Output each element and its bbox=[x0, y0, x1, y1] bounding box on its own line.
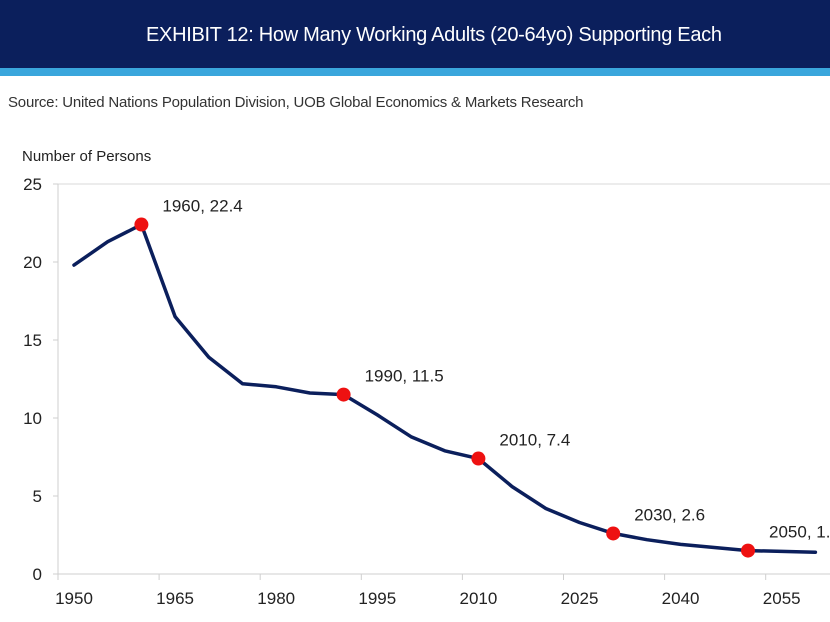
x-tick-label: 1995 bbox=[358, 589, 396, 608]
y-tick-label: 0 bbox=[33, 565, 42, 584]
point-annotation: 2030, 2.6 bbox=[634, 505, 705, 524]
source-note: Source: United Nations Population Divisi… bbox=[8, 94, 584, 111]
highlight-point bbox=[471, 451, 486, 466]
header-banner bbox=[0, 0, 830, 68]
point-annotation: 1960, 22.4 bbox=[162, 197, 242, 216]
y-tick-label: 10 bbox=[23, 409, 42, 428]
point-annotation: 2010, 7.4 bbox=[499, 431, 570, 450]
x-tick-label: 1950 bbox=[55, 589, 93, 608]
x-tick-label: 2055 bbox=[763, 589, 801, 608]
x-tick-label: 1965 bbox=[156, 589, 194, 608]
y-tick-label: 25 bbox=[23, 175, 42, 194]
highlight-point bbox=[606, 526, 621, 541]
y-axis-label: Number of Persons bbox=[22, 148, 152, 165]
point-annotation: 1990, 11.5 bbox=[365, 367, 444, 386]
series-line bbox=[72, 222, 818, 554]
header-stripe bbox=[0, 68, 830, 76]
y-tick-label: 20 bbox=[23, 253, 42, 272]
x-tick-label: 2040 bbox=[662, 589, 700, 608]
highlight-point bbox=[134, 217, 149, 232]
highlight-point bbox=[741, 543, 755, 558]
y-tick-label: 5 bbox=[33, 487, 42, 506]
point-annotation: 2050, 1.5 bbox=[769, 523, 830, 542]
x-tick-label: 2010 bbox=[459, 589, 497, 608]
chart-title: EXHIBIT 12: How Many Working Adults (20-… bbox=[146, 24, 722, 46]
x-tick-label: 1980 bbox=[257, 589, 295, 608]
x-tick-label: 2025 bbox=[561, 589, 599, 608]
highlight-point bbox=[336, 387, 351, 402]
y-tick-label: 15 bbox=[23, 331, 42, 350]
